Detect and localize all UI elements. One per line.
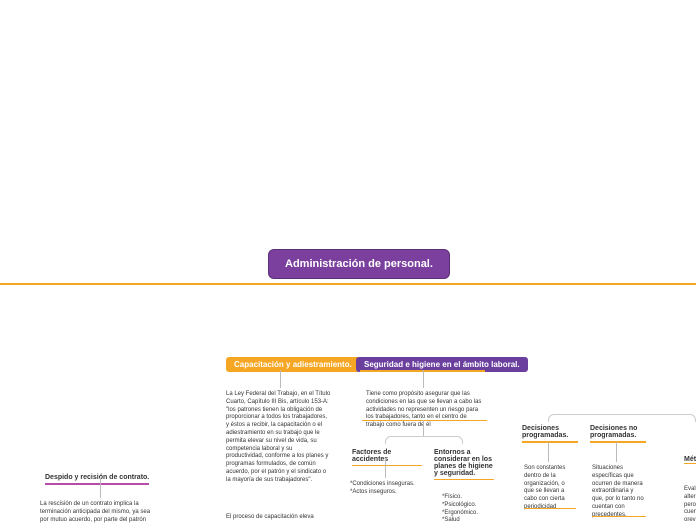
entornos-node: Entornos a considerar en los planes de h… (434, 449, 494, 480)
metodo-node: Méto (684, 456, 696, 464)
seg-sub-hbar (385, 436, 463, 444)
dec-prog-stem (548, 442, 549, 462)
factores-text: *Condiciones inseguras. *Actos inseguros… (350, 481, 430, 497)
dec-noprog-label: Decisiones no programadas. (590, 425, 646, 443)
factores-node: Factores de accidentes (352, 449, 422, 466)
despido-text: La rescisión de un contrato implica la t… (40, 501, 160, 524)
cap-stem (280, 370, 281, 388)
capacitacion-text: La Ley Federal del Trabajo, en el Título… (226, 391, 331, 485)
despido-label: Despido y recisión de contrato. (45, 474, 149, 485)
seg-stem (423, 370, 424, 388)
root-node: Administración de personal. (268, 249, 450, 279)
entornos-text: *Físico. *Psicológico. *Ergonómico. *Sal… (442, 494, 502, 525)
metodo-label: Méto (684, 456, 696, 463)
dec-noprog-underline (592, 516, 646, 517)
main-line-left (0, 283, 348, 285)
dec-prog-label: Decisiones programadas. (522, 425, 578, 443)
dec-noprog-text: Situaciones específicas que ocurren de m… (592, 465, 646, 520)
capacitacion-text2: El proceso de capacitación eleva (226, 514, 331, 522)
dec-prog-node: Decisiones programadas. (522, 425, 578, 443)
dec-hbar (548, 414, 696, 422)
dec-noprog-node: Decisiones no programadas. (590, 425, 646, 443)
dec-prog-underline (524, 508, 576, 509)
root-label: Administración de personal. (285, 258, 433, 270)
branch-despido: Despido y recisión de contrato. (45, 466, 149, 485)
metodo-text: Evalú altern pero c cuent orevi (684, 486, 696, 525)
seg-sub-stem (423, 420, 424, 436)
main-line-right (348, 283, 696, 285)
seguridad-text: Tiene como propósito asegurar que las co… (366, 391, 486, 430)
capacitacion-label: Capacitación y adiestramiento. (234, 360, 352, 369)
dec-noprog-stem (616, 442, 617, 462)
despido-stem (100, 478, 101, 498)
entornos-label: Entornos a considerar en los planes de h… (434, 449, 493, 477)
fac-stem (385, 458, 386, 478)
dec-prog-text: Son constantes dentro de la organización… (524, 465, 576, 512)
seg-text-underline (362, 420, 487, 421)
seguridad-label: Seguridad e higiene en el ámbito laboral… (364, 360, 520, 369)
